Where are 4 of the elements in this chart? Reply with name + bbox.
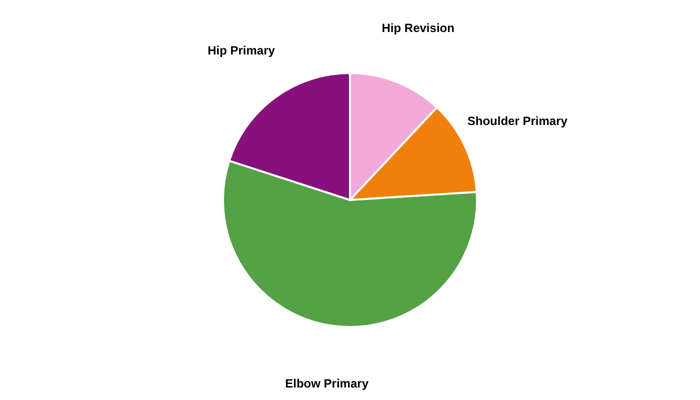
slice-label: Hip Revision [382, 20, 454, 35]
slice-label: Hip Primary [208, 43, 276, 58]
slice-label: Elbow Primary [285, 376, 369, 391]
slice-label: Shoulder Primary [467, 114, 568, 128]
